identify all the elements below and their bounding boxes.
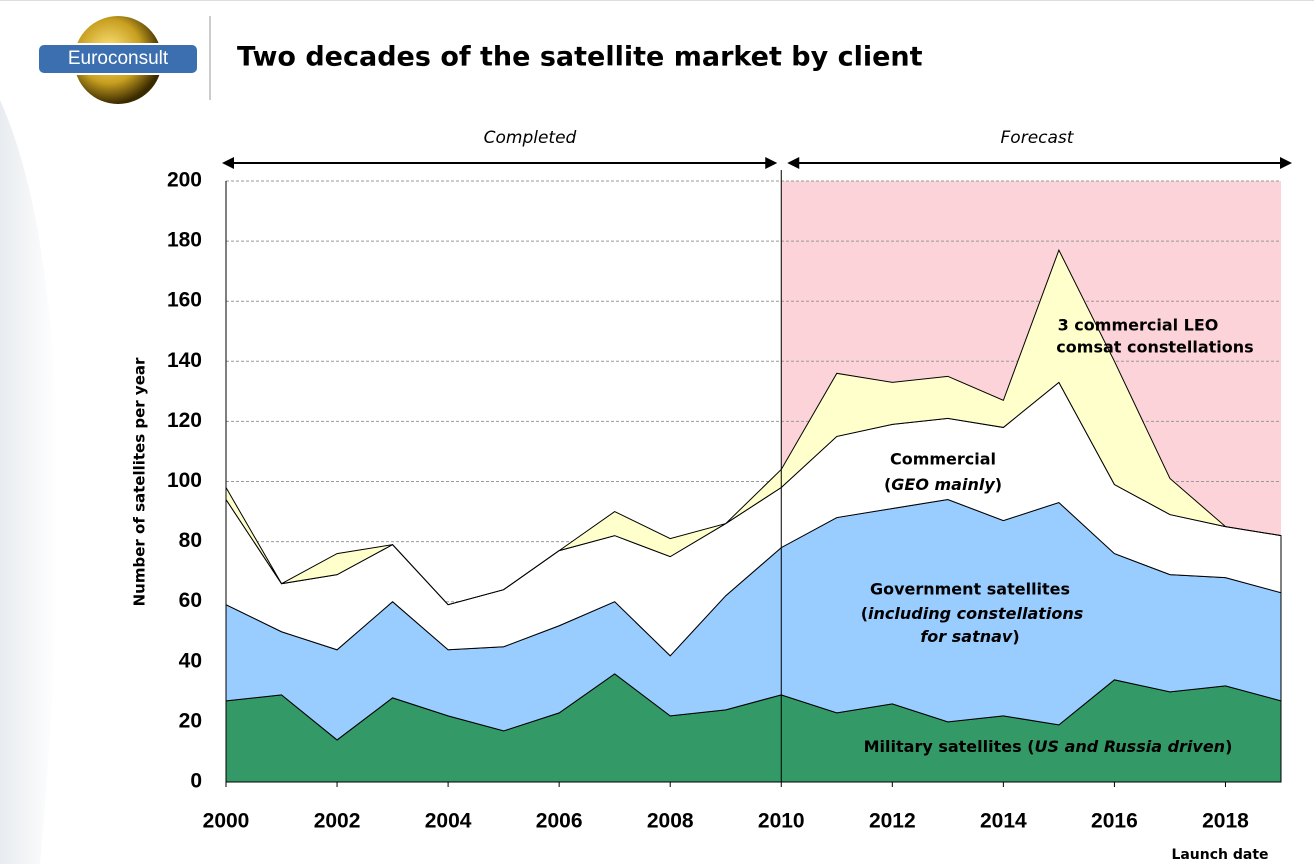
logo-text: Euroconsult bbox=[68, 48, 169, 69]
annotations: 3 commercial LEO comsat constellations C… bbox=[861, 316, 1254, 756]
y-tick-label: 40 bbox=[179, 649, 202, 672]
paren: ) bbox=[995, 475, 1002, 494]
y-tick-label: 60 bbox=[179, 589, 202, 612]
y-tick-label: 0 bbox=[190, 770, 202, 793]
government-label: Government satellites bbox=[870, 580, 1070, 599]
commercial-note: (GEO mainly) bbox=[884, 475, 1002, 494]
arrow-head bbox=[222, 157, 234, 169]
arrow-head bbox=[1280, 157, 1292, 169]
paren: ( bbox=[1027, 737, 1034, 756]
paren: ) bbox=[1012, 627, 1019, 646]
plot: 0 20 40 60 80 100 120 140 160 180 200 2000 2002 2004 2… bbox=[167, 157, 1292, 833]
series-name: Military satellites bbox=[864, 737, 1022, 756]
military-label: Military satellites (US and Russia drive… bbox=[864, 737, 1233, 756]
y-tick-label: 100 bbox=[167, 469, 202, 492]
y-tick-label: 140 bbox=[167, 349, 202, 372]
x-tick-label: 2018 bbox=[1202, 810, 1249, 833]
x-tick-label: 2016 bbox=[1091, 810, 1138, 833]
x-axis-label: Launch date bbox=[1171, 847, 1268, 863]
leo-label: 3 commercial LEO bbox=[1058, 316, 1219, 335]
paren: ( bbox=[861, 604, 868, 623]
note-text: for satnav bbox=[920, 627, 1013, 646]
x-tick-label: 2006 bbox=[536, 810, 583, 833]
government-note: for satnav) bbox=[920, 627, 1019, 646]
x-tick-label: 2008 bbox=[647, 810, 694, 833]
note-text: including constellations bbox=[868, 604, 1083, 623]
arrow-head bbox=[787, 157, 800, 169]
y-axis-label: Number of satellites per year bbox=[131, 357, 149, 606]
x-tick-label: 2000 bbox=[203, 810, 250, 833]
note-text: GEO mainly bbox=[891, 475, 995, 494]
note-text: US and Russia driven bbox=[1035, 737, 1226, 756]
chart-title: Two decades of the satellite market by c… bbox=[237, 42, 923, 73]
x-tick-label: 2004 bbox=[425, 810, 472, 833]
y-tick-label: 80 bbox=[179, 529, 202, 552]
paren: ) bbox=[1225, 737, 1232, 756]
x-tick-label: 2014 bbox=[980, 810, 1027, 833]
period-label: Forecast bbox=[1001, 128, 1075, 148]
period-label: Completed bbox=[484, 128, 577, 148]
paren: ( bbox=[884, 475, 891, 494]
y-tick-label: 20 bbox=[179, 709, 202, 732]
leo-note: comsat constellations bbox=[1056, 338, 1253, 357]
y-tick-label: 120 bbox=[167, 409, 202, 432]
x-tick-label: 2010 bbox=[758, 810, 805, 833]
government-note: (including constellations bbox=[861, 604, 1084, 623]
top-border bbox=[0, 0, 1314, 1]
y-tick-label: 160 bbox=[167, 289, 202, 312]
y-tick-label: 200 bbox=[167, 169, 202, 192]
logo-badge bbox=[37, 43, 199, 75]
commercial-label: Commercial bbox=[890, 450, 996, 469]
area bbox=[225, 248, 1282, 606]
x-tick-label: 2012 bbox=[869, 810, 916, 833]
decoration bbox=[0, 100, 58, 864]
x-tick-label: 2002 bbox=[314, 810, 361, 833]
arrow-head bbox=[765, 157, 778, 169]
y-tick-label: 180 bbox=[167, 229, 202, 252]
